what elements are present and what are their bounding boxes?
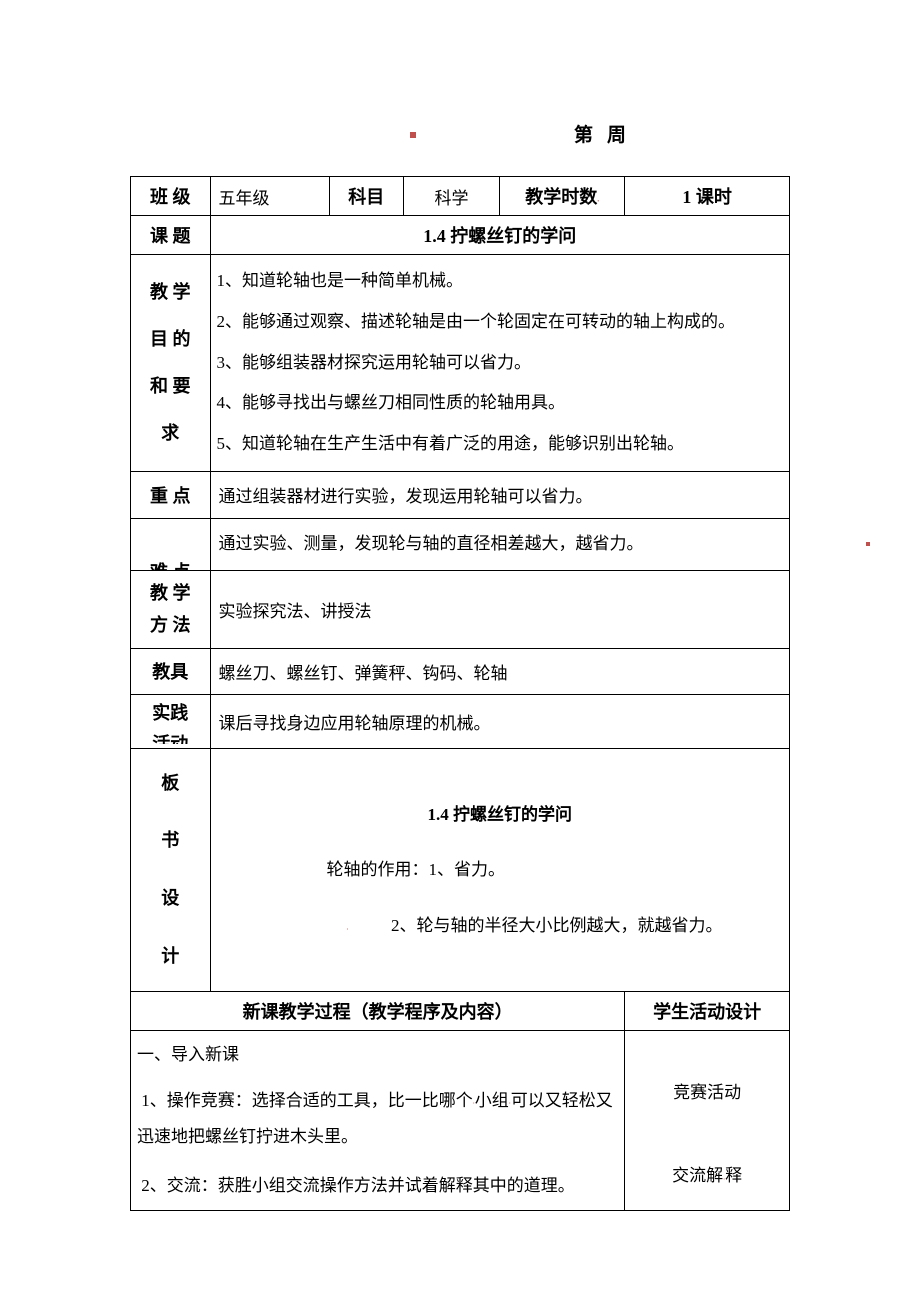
objective-item-3: 3、能够组装器材探究运用轮轴可以省力。 [217,343,783,384]
practice-value: 课后寻找身边应用轮轴原理的机械。 [210,694,789,748]
activity-2: 交流解.释 [631,1149,783,1203]
topic-value: 1.4 拧螺丝钉的学问 [210,216,789,255]
keypoint-label: 重 点 [131,471,211,518]
process-section-title: 一、导入新课 [137,1037,618,1073]
row-keypoint: 重 点 通过组装器材进行实验，发现运用轮轴可以省力。 [131,471,790,518]
board-line-2: . 2、轮与轴的半径大小比例越大，就越省力。 [217,907,783,944]
activity-content: 竞赛活动 交流解.释 [625,1031,790,1211]
row-topic: 课 题 1.4 拧螺丝钉的学问 [131,216,790,255]
accent-mark-icon-2: . [347,922,349,931]
accent-mark-icon-4: . [509,1097,511,1106]
objective-item-4: 4、能够寻找出与螺丝刀相同性质的轮轴用具。 [217,383,783,424]
process-right-header: 学生活动设计 [625,992,790,1031]
practice-label: 实践 活动 [131,694,211,748]
accent-mark-icon-3: . [473,1097,475,1106]
board-label-4: 计 [137,928,204,986]
page-header: 第周 [130,120,790,170]
row-process-header: 新课教学过程（教学程序及内容） 学生活动设计 [131,992,790,1031]
objective-item-2: 2、能够通过观察、描述轮轴是由一个轮固定在可转动的轴上构成的。 [217,302,783,343]
board-label-2: 书 [137,812,204,870]
hours-value: 1 课时 [625,177,790,216]
row-difficulty: 难 点 通过实验、测量，发现轮与轴的直径相差越大，越省力。 [131,518,790,570]
method-label: 教 学 方 法 [131,570,211,648]
tools-value: 螺丝刀、螺丝钉、弹簧秤、钩码、轮轴 [210,648,789,694]
accent-dot-icon [410,132,416,138]
hours-label: 教学时数 [525,187,597,207]
row-practice: 实践 活动 课后寻找身边应用轮轴原理的机械。 [131,694,790,748]
process-item-2: 2、交流：获胜小组交流操作方法并试着解释其中的道理。 [137,1168,618,1204]
subject-label: 科目 [329,177,403,216]
objectives-content: 1、知道轮轴也是一种简单机械。 2、能够通过观察、描述轮轴是由一个轮固定在可转动… [210,255,789,472]
row-class-info: 班 级 五年级 科目 科学 教学时数. 1 课时 [131,177,790,216]
board-content: 1.4 拧螺丝钉的学问 轮轴的作用：1、省力。 . 2、轮与轴的半径大小比例越大… [210,748,789,991]
method-value: 实验探究法、讲授法 [210,570,789,648]
practice-label-2: 活动 [131,730,210,744]
process-left-header: 新课教学过程（教学程序及内容） [131,992,625,1031]
board-label-3: 设 [137,870,204,928]
objective-item-1: 1、知道轮轴也是一种简单机械。 [217,261,783,302]
tools-label: 教具 [131,648,211,694]
row-method: 教 学 方 法 实验探究法、讲授法 [131,570,790,648]
objectives-label-4: 求 [131,410,210,457]
board-label: 板 书 设 计 [131,748,211,991]
difficulty-label: 难 点 [131,518,211,570]
board-title: 1.4 拧螺丝钉的学问 [217,796,783,833]
class-value: 五年级 [210,177,329,216]
side-accent-dot-icon [866,542,870,546]
practice-label-1: 实践 [131,699,210,728]
lesson-plan-table: 班 级 五年级 科目 科学 教学时数. 1 课时 课 题 1.4 拧螺丝钉的学问… [130,176,790,1211]
process-content: 一、导入新课 1、操作竞赛：选择合适的工具，比一比哪个.小组.可以又轻松又迅速地… [131,1031,625,1211]
board-label-1: 板 [137,755,204,813]
topic-label: 课 题 [131,216,211,255]
method-label-1: 教 学 [131,577,210,609]
process-item-1: 1、操作竞赛：选择合适的工具，比一比哪个.小组.可以又轻松又迅速地把螺丝钉拧进木… [137,1083,618,1154]
row-board: 板 书 设 计 1.4 拧螺丝钉的学问 轮轴的作用：1、省力。 . 2、轮与轴的… [131,748,790,991]
method-label-2: 方 法 [131,609,210,641]
objectives-label-2: 目 的 [131,316,210,363]
board-line-1: 轮轴的作用：1、省力。 [217,851,783,888]
accent-mark-icon: . [597,194,599,203]
accent-mark-icon-5: . [723,1172,725,1181]
objectives-label: 教 学 目 的 和 要 求 [131,255,211,472]
subject-value: 科学 [403,177,500,216]
row-process-body: 一、导入新课 1、操作竞赛：选择合适的工具，比一比哪个.小组.可以又轻松又迅速地… [131,1031,790,1211]
week-label: 第周 [574,120,640,147]
objectives-label-1: 教 学 [131,269,210,316]
objective-item-5: 5、知道轮轴在生产生活中有着广泛的用途，能够识别出轮轴。 [217,424,783,465]
row-objectives: 教 学 目 的 和 要 求 1、知道轮轴也是一种简单机械。 2、能够通过观察、描… [131,255,790,472]
keypoint-value: 通过组装器材进行实验，发现运用轮轴可以省力。 [210,471,789,518]
row-tools: 教具 螺丝刀、螺丝钉、弹簧秤、钩码、轮轴 [131,648,790,694]
difficulty-value: 通过实验、测量，发现轮与轴的直径相差越大，越省力。 [210,518,789,570]
objectives-label-3: 和 要 [131,363,210,410]
class-label: 班 级 [131,177,211,216]
activity-1: 竞赛活动 [631,1066,783,1120]
